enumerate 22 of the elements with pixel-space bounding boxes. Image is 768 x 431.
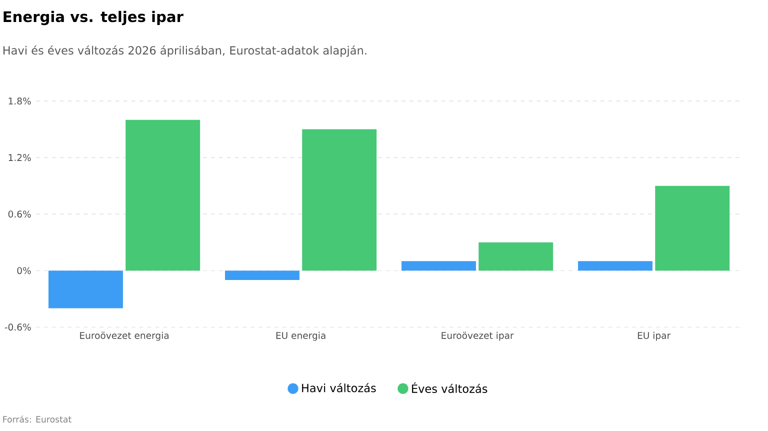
chart-title: Energia vs. teljes ipar bbox=[4, 10, 184, 26]
y-tick-label: 1.8% bbox=[8, 98, 31, 105]
bar bbox=[578, 261, 652, 271]
y-tick-label: 1.2% bbox=[8, 154, 31, 162]
bar bbox=[224, 270, 300, 280]
bar bbox=[126, 120, 200, 271]
y-tick-label: -0.6% bbox=[4, 324, 31, 331]
text: Forrás: Eurostat bbox=[3, 416, 72, 423]
bar bbox=[302, 129, 377, 271]
y-tick-label: 0.6% bbox=[8, 210, 31, 218]
legend-label: Havi változás bbox=[302, 383, 376, 392]
bar bbox=[402, 261, 476, 271]
y-tick-label: 0% bbox=[17, 267, 31, 274]
chart-subtitle: Havi és éves változás 2026 áprilisában, Eurostat-adatok alapján. bbox=[3, 46, 366, 57]
bar bbox=[48, 270, 123, 308]
bar bbox=[655, 186, 730, 271]
bar bbox=[478, 242, 554, 271]
x-tick-label: EU ipar bbox=[638, 332, 671, 341]
x-tick-label: EU energia bbox=[276, 332, 326, 341]
legend-label: Éves változás bbox=[412, 382, 488, 394]
x-tick-label: Euroövezet energia bbox=[80, 332, 168, 341]
x-tick-label: Euroövezet ipar bbox=[442, 332, 514, 341]
